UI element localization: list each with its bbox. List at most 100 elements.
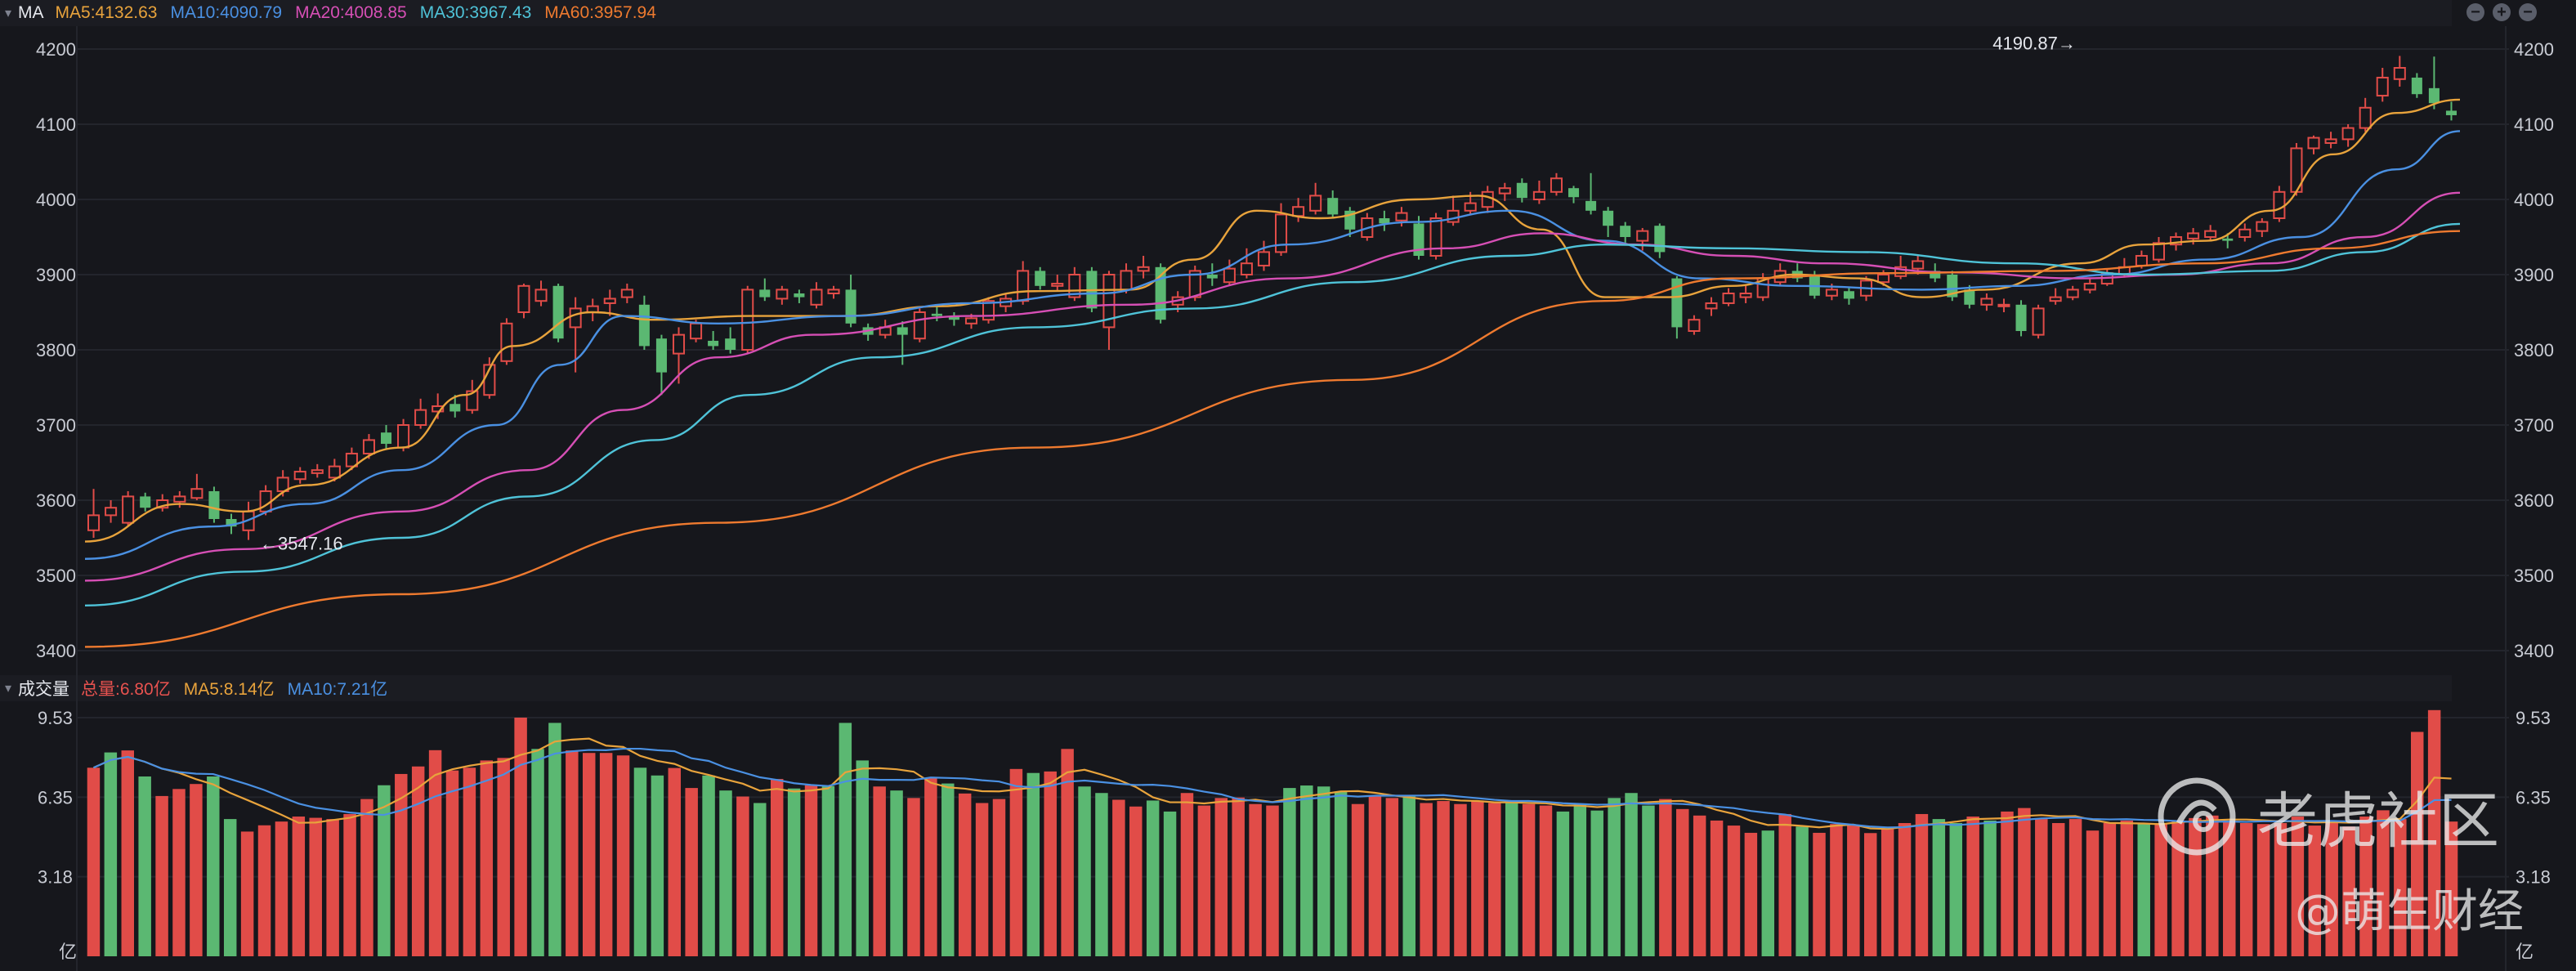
candle-body [1379,218,1390,224]
price-tick-label-right: 3900 [2514,265,2554,285]
volume-bar [1744,832,1758,956]
volume-bar [1881,829,1894,956]
volume-bar [907,798,920,956]
volume-bar [2171,820,2185,956]
volume-bar [2427,709,2441,956]
volume-bar [1522,803,1536,956]
add-icon[interactable]: + [2493,3,2511,21]
moving-average-lines [84,98,2461,648]
price-tick-label-left: 3900 [36,265,76,285]
volume-bar [1180,793,1194,956]
volume-bar [1266,805,1279,956]
volume-bar [445,770,459,956]
volume-bar [1129,806,1143,956]
candle-body [1188,270,1201,298]
candle-body [1292,206,1305,217]
volume-bar [1915,813,1929,956]
volume-tick-label-left: 3.18 [38,867,73,888]
tiger-logo-icon [2158,777,2236,855]
candle-body [1464,202,1477,212]
volume-bar [1078,786,1091,956]
ma5-label: MA5:4132.63 [55,3,158,22]
candle-body [708,340,719,347]
remove-icon[interactable]: − [2519,3,2537,21]
volume-bar [360,799,373,956]
ma-line-ma60 [84,230,2461,648]
candle-body [810,289,823,306]
volume-bar [1317,786,1330,956]
volume-bar [2256,824,2270,956]
volume-bar [1163,811,1177,956]
ma30-label: MA30:3967.43 [419,3,532,22]
volume-bar [1420,803,1433,956]
candle-body [517,284,530,313]
ma60-label: MA60:3957.94 [544,3,656,22]
candle-body [1550,177,1563,193]
volume-tick-label-left: 9.53 [38,708,73,728]
volume-bar [1813,832,1826,956]
volume-bar [190,784,203,956]
candle-body [2238,228,2252,238]
candle-body [2222,238,2234,241]
candle-body [1137,266,1150,272]
volume-bar [2444,821,2458,956]
volume-bar [2086,830,2100,956]
candle-body [1912,260,1925,270]
volume-bar [599,753,613,956]
volume-bar [2154,822,2167,956]
price-tick-label-right: 4000 [2514,190,2554,210]
candle-body [2428,87,2440,104]
collapse-chevron-icon[interactable]: ▾ [5,7,12,20]
volume-bar [207,776,220,956]
volume-ma-lines [93,737,2452,830]
candle-body [1980,298,1993,306]
volume-bar [856,760,869,956]
candle-body [208,490,220,519]
candle-body [2324,138,2337,144]
volume-bar [1214,798,1228,956]
volume-bar [1676,808,1689,956]
candle-body [1722,293,1735,304]
volume-bar [1249,803,1262,956]
candle-body [620,289,633,298]
volume-bar [2291,817,2305,956]
ma-line-ma10 [84,130,2461,560]
volume-bar [2018,808,2031,956]
price-tick-label-right: 4100 [2514,114,2554,135]
candle-body [1017,270,1030,302]
axis-labels: 4200 4200 4100 4100 4000 4000 3900 3900 3800 3800… [36,39,2554,962]
volume-bar [1949,822,1962,956]
price-extreme-label: 4190.87→ [1992,33,2076,53]
volume-bar [1471,800,1484,956]
volume-bar [1300,785,1313,956]
volume-bar [1197,805,1211,956]
candle-body [1671,278,1683,328]
minimize-icon[interactable]: − [2466,3,2484,21]
candle-body [1223,267,1236,284]
price-annotations: ←3547.16 4190.87→ [260,33,2076,553]
volume-bar [2239,822,2253,956]
volume-bars [87,709,2458,956]
candle-body [140,496,151,508]
volume-bar [2394,819,2407,956]
volume-bar [1625,793,1638,956]
candle-body [2135,255,2148,266]
candle-body [2152,242,2166,261]
volume-bar [1761,830,1775,956]
volume-bar [2342,826,2355,956]
volume-bar [1351,803,1365,956]
price-tick-label-right: 3400 [2514,641,2554,661]
candle-body [2307,136,2320,150]
candle-body [534,289,548,302]
volume-bar [1608,798,1621,956]
volume-bar [651,775,664,956]
author-watermark: @萌生财经 [2295,885,2524,938]
volume-bar [121,750,135,956]
volume-bar [1898,822,1912,956]
collapse-chevron-icon[interactable]: ▾ [5,682,12,696]
volume-bar [1009,768,1023,956]
volume-bar [1437,801,1450,956]
volume-bar [583,753,596,956]
candle-body [414,409,427,427]
